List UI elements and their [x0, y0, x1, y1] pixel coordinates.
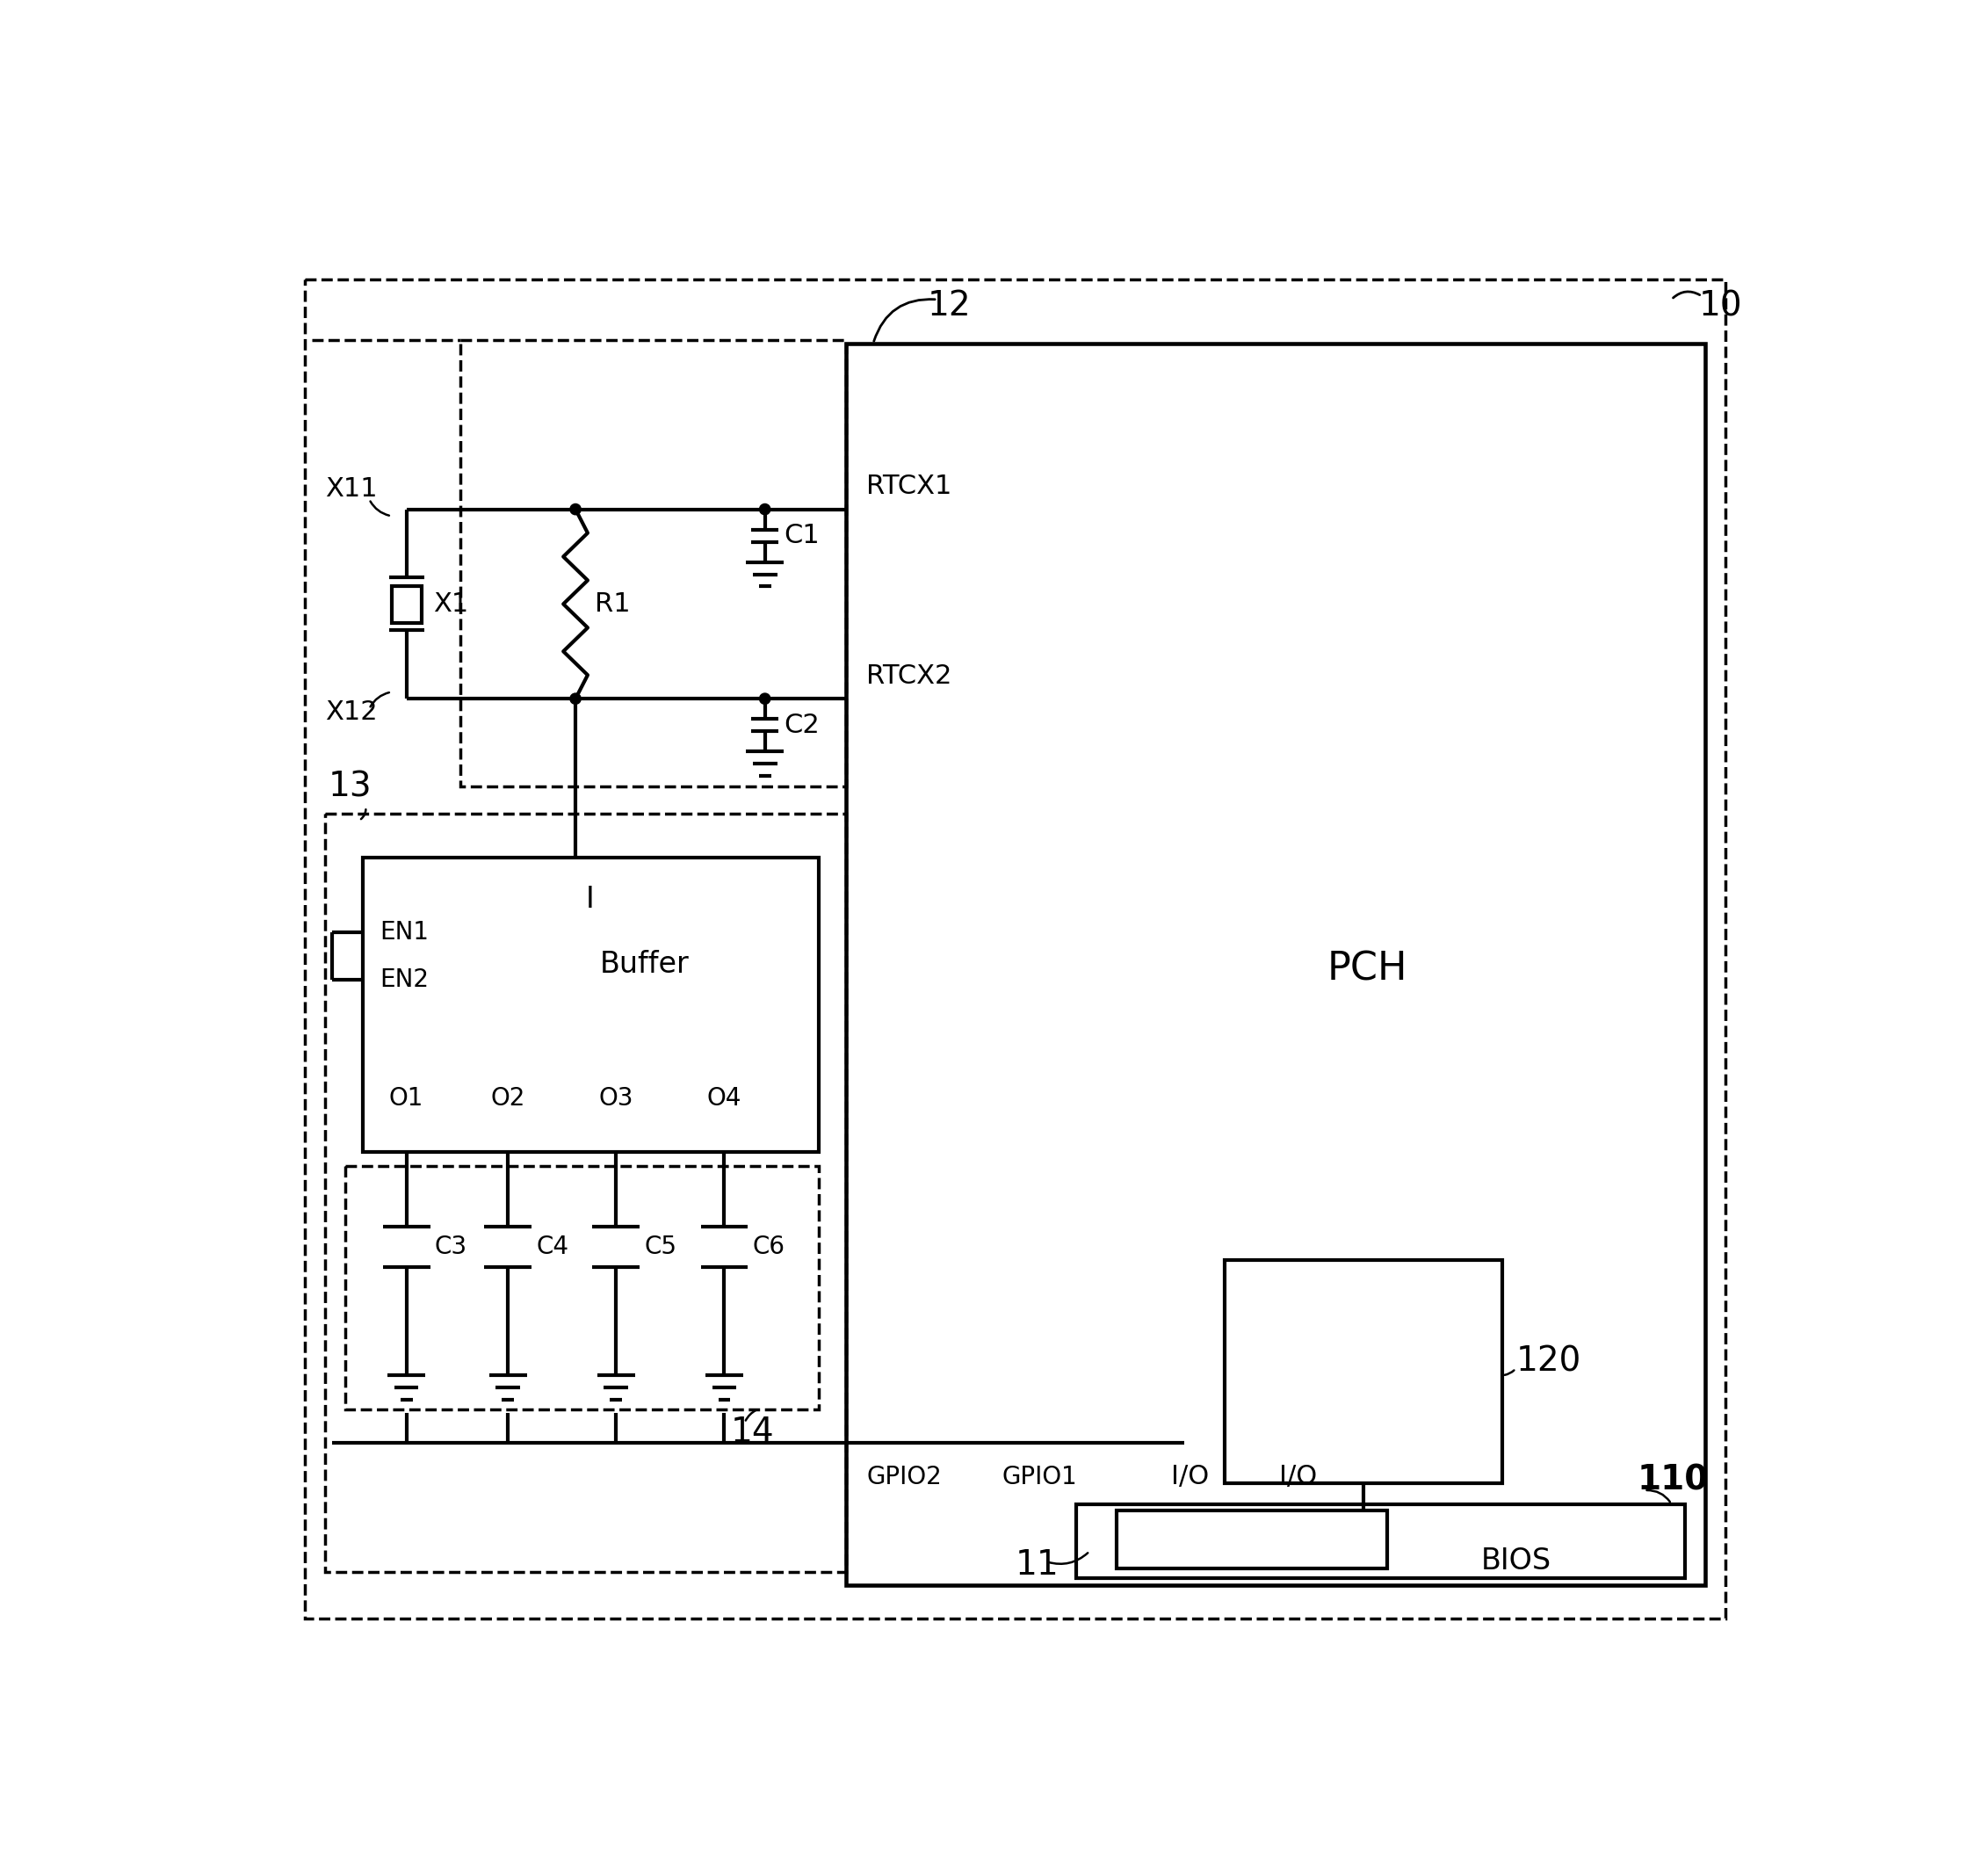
Text: O4: O4 [706, 1086, 742, 1111]
Text: I/O: I/O [1233, 1527, 1271, 1551]
Text: I/O: I/O [1170, 1463, 1210, 1490]
Text: PCH: PCH [1328, 951, 1406, 989]
Circle shape [570, 505, 580, 514]
Bar [346, 1165, 818, 1409]
Text: C6: C6 [753, 1234, 785, 1259]
Circle shape [759, 694, 771, 704]
Text: C3: C3 [435, 1234, 468, 1259]
Bar [846, 343, 1705, 1585]
Circle shape [759, 505, 771, 514]
Text: X12: X12 [325, 700, 378, 724]
Circle shape [570, 694, 580, 704]
Text: 12: 12 [926, 289, 972, 323]
Text: 11: 11 [1015, 1548, 1058, 1581]
Text: RTCX2: RTCX2 [865, 662, 952, 688]
Text: 120: 120 [1517, 1345, 1581, 1379]
Text: GPIO1: GPIO1 [1001, 1465, 1078, 1490]
Text: C4: C4 [537, 1234, 568, 1259]
Bar [325, 814, 846, 1572]
Text: 14: 14 [732, 1416, 775, 1450]
Text: GPIO2: GPIO2 [865, 1465, 942, 1490]
Text: O2: O2 [490, 1086, 525, 1111]
Text: C2: C2 [783, 713, 820, 737]
Bar [460, 340, 846, 786]
Text: 13: 13 [328, 771, 372, 803]
Text: I: I [586, 885, 594, 914]
Text: EN1: EN1 [380, 919, 429, 944]
Bar [1076, 1505, 1686, 1578]
Text: O3: O3 [598, 1086, 633, 1111]
Text: 110: 110 [1639, 1463, 1709, 1497]
Text: O1: O1 [389, 1086, 423, 1111]
Bar [1225, 1261, 1503, 1484]
Text: X1: X1 [433, 591, 468, 617]
Text: I/O: I/O [1279, 1463, 1318, 1490]
Bar [391, 585, 423, 623]
Text: BIOS: BIOS [1481, 1548, 1550, 1576]
Text: RTCX1: RTCX1 [865, 473, 952, 499]
Text: R1: R1 [594, 591, 629, 617]
Text: C1: C1 [783, 523, 820, 548]
Bar [1117, 1510, 1387, 1568]
Text: Buffer: Buffer [600, 949, 688, 979]
Text: X11: X11 [325, 477, 378, 501]
Text: 10: 10 [1698, 289, 1743, 323]
Text: C5: C5 [645, 1234, 677, 1259]
Text: EN2: EN2 [380, 968, 429, 992]
Bar [362, 857, 818, 1152]
